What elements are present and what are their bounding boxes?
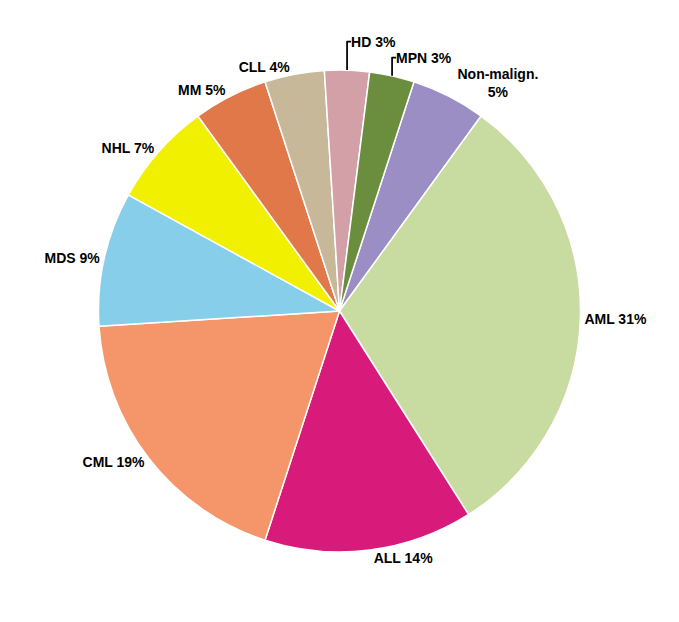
- svg-text:NHL 7%: NHL 7%: [102, 140, 155, 156]
- svg-text:MDS 9%: MDS 9%: [45, 250, 101, 266]
- svg-text:ALL 14%: ALL 14%: [374, 550, 433, 566]
- svg-text:MM 5%: MM 5%: [178, 82, 226, 98]
- svg-text:AML 31%: AML 31%: [584, 311, 647, 327]
- svg-text:Non-malign.5%: Non-malign.5%: [457, 66, 538, 100]
- svg-text:CLL 4%: CLL 4%: [239, 59, 291, 75]
- svg-text:MPN 3%: MPN 3%: [396, 50, 452, 66]
- svg-text:HD 3%: HD 3%: [351, 34, 396, 50]
- svg-text:CML 19%: CML 19%: [83, 454, 146, 470]
